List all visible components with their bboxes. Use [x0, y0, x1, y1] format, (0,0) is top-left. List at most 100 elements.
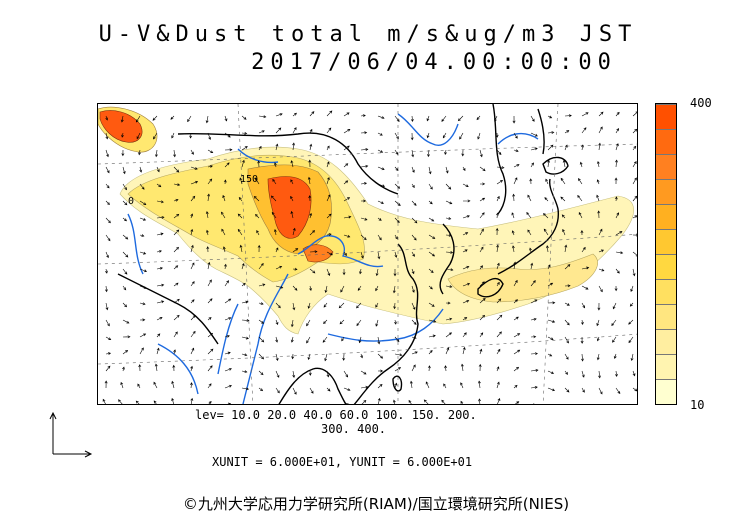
- wind-arrow: [309, 111, 315, 117]
- wind-arrow: [615, 231, 623, 236]
- wind-arrow: [426, 115, 430, 122]
- wind-arrow: [241, 336, 249, 340]
- map-svg: 150 0: [98, 104, 637, 404]
- wind-arrow: [425, 381, 430, 389]
- wind-arrow: [547, 387, 556, 392]
- dust-core: [267, 176, 312, 239]
- wind-arrow: [547, 115, 553, 119]
- wind-arrow: [411, 234, 417, 241]
- wind-arrow: [462, 317, 468, 321]
- dust-nw-patch-high: [99, 110, 143, 143]
- wind-arrow: [241, 282, 246, 287]
- coast-sakhalin: [537, 108, 545, 155]
- wind-arrow: [122, 335, 131, 339]
- wind-arrow: [513, 164, 520, 168]
- wind-arrow: [377, 200, 384, 204]
- wind-arrow: [343, 251, 347, 256]
- wind-arrow: [377, 234, 382, 241]
- wind-arrow: [462, 346, 466, 355]
- wind-arrow: [394, 336, 400, 343]
- wind-arrow: [292, 285, 298, 291]
- wind-arrow: [411, 149, 415, 158]
- river-3: [297, 235, 384, 268]
- wind-arrow: [343, 163, 349, 168]
- wind-arrow: [445, 332, 452, 338]
- wind-arrow: [292, 267, 298, 271]
- wind-arrow: [428, 334, 436, 338]
- wind-arrow: [343, 197, 351, 202]
- wind-arrow: [136, 132, 141, 140]
- wind-arrow: [614, 177, 618, 185]
- wind-arrow: [343, 128, 351, 134]
- wind-arrow: [459, 132, 464, 140]
- wind-arrow: [359, 268, 362, 275]
- wind-arrow: [190, 195, 196, 202]
- wind-arrow: [615, 111, 620, 117]
- wind-arrow: [361, 399, 367, 404]
- wind-arrow: [275, 143, 279, 151]
- wind-arrow: [258, 283, 266, 287]
- wind-arrow: [156, 200, 164, 204]
- contour-label-zero: 0: [128, 196, 134, 207]
- wind-arrow: [139, 166, 143, 173]
- wind-arrow: [358, 336, 362, 344]
- wind-arrow: [494, 115, 498, 122]
- wind-arrow: [496, 298, 502, 304]
- wind-arrow: [394, 353, 403, 357]
- colorbar-max-label: 400: [690, 96, 712, 110]
- wind-arrow: [221, 228, 226, 236]
- wind-arrow: [377, 383, 383, 389]
- wind-arrow: [564, 264, 571, 270]
- wind-arrow: [564, 370, 568, 375]
- wind-arrow: [122, 200, 128, 206]
- wind-arrow: [428, 234, 436, 239]
- wind-arrow: [564, 284, 571, 288]
- wind-arrow: [241, 263, 245, 270]
- wind-arrow: [564, 130, 570, 134]
- wind-arrow: [496, 381, 500, 389]
- wind-arrow: [256, 230, 260, 236]
- wind-arrow: [189, 382, 193, 389]
- wind-arrow: [408, 399, 412, 404]
- wind-arrow: [581, 387, 585, 393]
- wind-arrow: [411, 336, 417, 340]
- wind-arrow: [598, 387, 603, 395]
- wind-arrow: [530, 385, 538, 389]
- wind-arrow: [270, 195, 277, 202]
- wind-arrow: [564, 353, 569, 360]
- colorbar-segment: [656, 204, 676, 229]
- wind-arrow: [173, 166, 180, 173]
- wind-arrow: [309, 230, 316, 236]
- colorbar-segment: [656, 304, 676, 329]
- wind-arrow: [377, 251, 381, 260]
- wind-arrow: [122, 166, 126, 175]
- wind-arrow: [547, 353, 553, 357]
- wind-arrow: [496, 244, 500, 253]
- wind-arrow: [122, 285, 127, 291]
- wind-arrow: [105, 352, 112, 356]
- wind-arrow: [377, 217, 382, 221]
- wind-arrow: [357, 285, 362, 291]
- wind-arrow: [581, 144, 584, 151]
- wind-arrow: [292, 127, 297, 134]
- wind-arrow: [547, 370, 555, 374]
- wind-arrow: [394, 149, 399, 155]
- wind-arrow: [189, 132, 193, 139]
- wind-arrow: [632, 177, 637, 185]
- wind-arrow: [443, 383, 447, 389]
- wind-arrow: [462, 166, 466, 172]
- wind-arrow: [154, 149, 158, 158]
- wind-arrow: [237, 213, 243, 219]
- wind-arrow: [581, 127, 587, 134]
- wind-arrow: [173, 149, 177, 158]
- wind-arrow: [581, 370, 585, 378]
- wind-arrow: [530, 317, 537, 321]
- wind-arrow: [122, 366, 125, 372]
- wind-arrow: [457, 115, 464, 122]
- wind-arrow: [615, 212, 620, 219]
- wind-arrow: [597, 210, 601, 219]
- wind-arrow: [611, 319, 617, 327]
- wind-arrow: [547, 144, 554, 151]
- wind-arrow: [360, 199, 367, 203]
- wind-arrow: [105, 234, 111, 242]
